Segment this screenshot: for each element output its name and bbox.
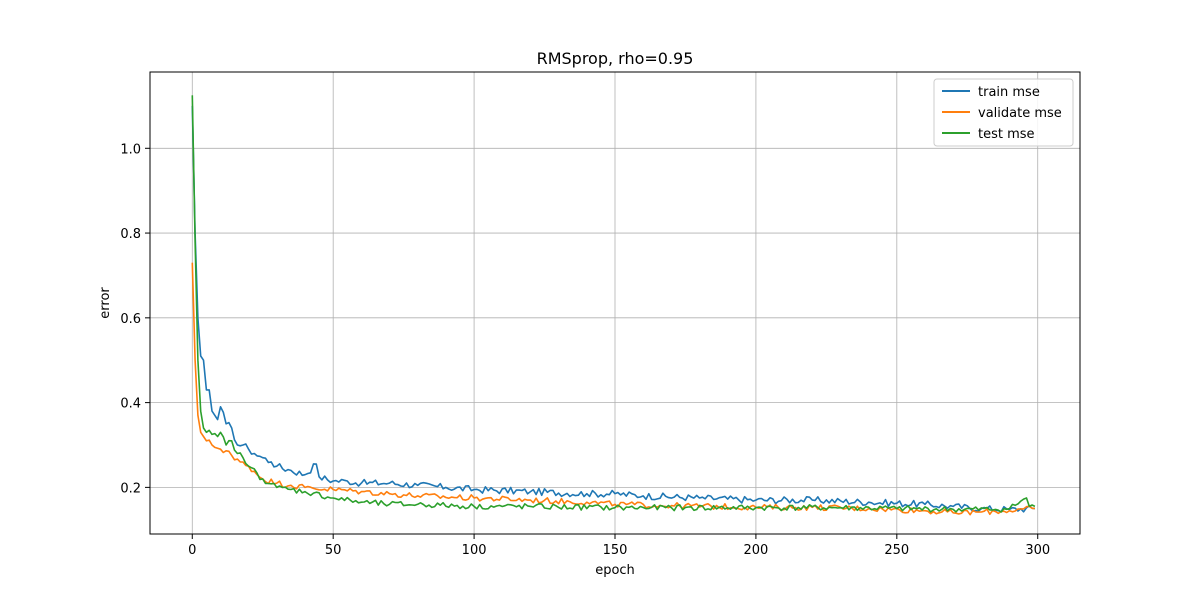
x-axis-label: epoch (595, 563, 635, 578)
y-tick-label: 0.4 (120, 397, 141, 412)
y-tick-label: 0.2 (120, 481, 141, 496)
legend-label: train mse (978, 85, 1040, 100)
x-tick-label: 100 (462, 543, 487, 558)
series-line-train-mse (191, 105, 1035, 513)
x-tick-label: 50 (325, 543, 342, 558)
legend-label: validate mse (978, 106, 1062, 121)
x-tick-label: 250 (884, 543, 909, 558)
chart-title: RMSprop, rho=0.95 (537, 49, 694, 68)
x-tick-label: 150 (603, 543, 628, 558)
y-tick-label: 0.8 (120, 227, 141, 242)
series-lines (191, 95, 1036, 516)
legend: train mse validate mse test mse (933, 78, 1074, 147)
legend-label: test mse (978, 127, 1035, 142)
y-axis: 0.2 0.4 0.6 0.8 1.0 (120, 142, 150, 496)
x-tick-label: 200 (743, 543, 768, 558)
x-tick-label: 0 (188, 543, 196, 558)
series-line-validate-mse (191, 262, 1036, 516)
legend-box (933, 78, 1074, 147)
y-tick-label: 1.0 (120, 142, 141, 157)
y-axis-label: error (98, 287, 113, 319)
x-axis: 0 50 100 150 200 250 300 (188, 534, 1050, 558)
y-tick-label: 0.6 (120, 312, 141, 327)
series-line-test-mse (191, 95, 1036, 513)
x-tick-label: 300 (1025, 543, 1050, 558)
